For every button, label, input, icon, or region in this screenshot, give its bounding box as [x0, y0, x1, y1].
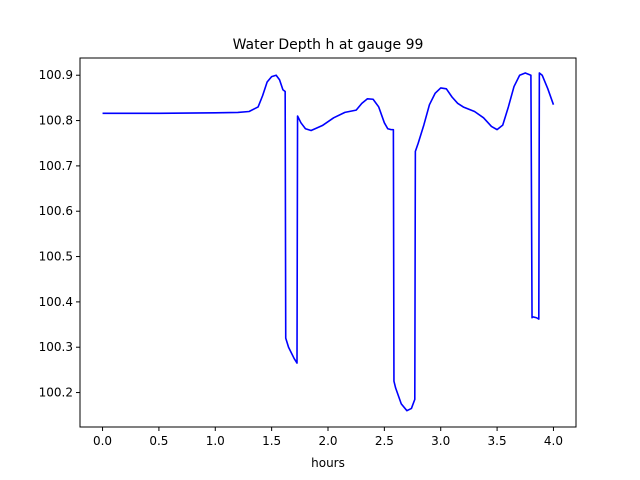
- y-tick-label: 100.6: [39, 204, 73, 218]
- plot-area: [79, 57, 577, 428]
- x-tick-label: 3.0: [431, 434, 450, 448]
- y-tick-label: 100.5: [39, 250, 73, 264]
- x-tick-label: 1.0: [206, 434, 225, 448]
- x-tick-label: 0.0: [93, 434, 112, 448]
- y-tick-label: 100.9: [39, 68, 73, 82]
- x-tick-label: 0.5: [149, 434, 168, 448]
- x-tick-label: 1.5: [262, 434, 281, 448]
- x-axis: 0.0 0.5 1.0 1.5 2.0 2.5 3.0 3.5 4.0: [93, 427, 563, 448]
- y-tick-label: 100.2: [39, 386, 73, 400]
- y-tick-label: 100.3: [39, 340, 73, 354]
- x-tick-label: 3.5: [488, 434, 507, 448]
- x-tick-label: 2.5: [375, 434, 394, 448]
- y-tick-label: 100.7: [39, 159, 73, 173]
- x-tick-label: 4.0: [544, 434, 563, 448]
- series-layer: [102, 72, 555, 412]
- series-line: [102, 72, 555, 412]
- x-axis-label: hours: [311, 456, 345, 470]
- y-tick-label: 100.4: [39, 295, 73, 309]
- y-axis: 100.2 100.3 100.4 100.5 100.6 100.7 100.8 100.9: [39, 68, 80, 400]
- x-tick-label: 2.0: [318, 434, 337, 448]
- chart-title: Water Depth h at gauge 99: [233, 37, 424, 53]
- y-tick-label: 100.8: [39, 114, 73, 128]
